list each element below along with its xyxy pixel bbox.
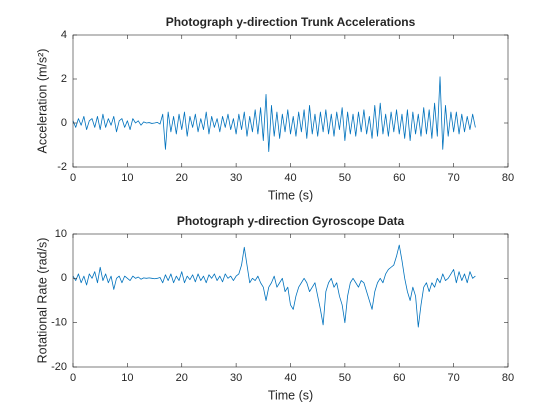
x-tick-label: 50 xyxy=(339,172,351,184)
x-tick-label: 40 xyxy=(284,172,296,184)
data-line xyxy=(72,244,476,328)
x-tick-label: 60 xyxy=(393,372,405,384)
x-tick-label: 40 xyxy=(284,372,296,384)
y-axis-label: Rotational Rate (rad/s) xyxy=(35,238,49,364)
x-tick-label: 80 xyxy=(502,372,514,384)
x-tick-label: 20 xyxy=(176,372,188,384)
y-tick-label: -2 xyxy=(57,161,67,173)
x-axis-label: Time (s) xyxy=(268,188,313,202)
x-tick-label: 70 xyxy=(448,172,460,184)
x-tick-label: 30 xyxy=(230,372,242,384)
x-tick-label: 70 xyxy=(448,372,460,384)
x-tick-label: 60 xyxy=(393,172,405,184)
y-tick-label: -10 xyxy=(51,317,67,329)
y-tick-label: 0 xyxy=(61,117,67,129)
y-tick-label: 4 xyxy=(61,29,67,41)
y-tick-label: 2 xyxy=(61,73,67,85)
plot-area xyxy=(73,35,508,167)
y-tick-label: -20 xyxy=(51,361,67,373)
x-tick-label: 0 xyxy=(70,372,76,384)
chart-title: Photograph y-direction Gyroscope Data xyxy=(177,214,405,228)
y-tick-label: 0 xyxy=(61,272,67,284)
x-tick-label: 10 xyxy=(121,172,133,184)
plot-area xyxy=(73,234,508,367)
x-tick-label: 50 xyxy=(339,372,351,384)
y-axis-label: Acceleration (m/s²) xyxy=(35,49,49,154)
x-axis-label: Time (s) xyxy=(268,388,313,402)
x-tick-label: 20 xyxy=(176,172,188,184)
x-tick-label: 30 xyxy=(230,172,242,184)
x-tick-label: 0 xyxy=(70,172,76,184)
data-line xyxy=(72,76,476,152)
x-tick-label: 10 xyxy=(121,372,133,384)
x-tick-label: 80 xyxy=(502,172,514,184)
chart-title: Photograph y-direction Trunk Acceleratio… xyxy=(166,15,416,29)
y-tick-label: 10 xyxy=(55,228,67,240)
